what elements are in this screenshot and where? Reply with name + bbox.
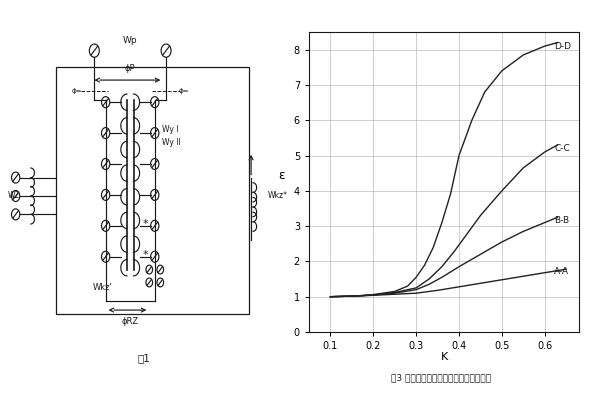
- Text: ϕRZ: ϕRZ: [122, 318, 139, 326]
- Text: *: *: [142, 219, 148, 229]
- Text: Wp: Wp: [123, 36, 137, 45]
- Text: Wy II: Wy II: [161, 138, 181, 147]
- Text: 嘹3 直流助磁特性曲线（该图仅供参考）: 嘹3 直流助磁特性曲线（该图仅供参考）: [391, 374, 491, 382]
- Bar: [56, 67, 249, 314]
- Text: Wkz': Wkz': [93, 284, 113, 292]
- Text: Wy I: Wy I: [161, 125, 178, 134]
- Text: ϕ=: ϕ=: [179, 88, 189, 94]
- Text: W2: W2: [7, 192, 20, 200]
- Y-axis label: ε: ε: [278, 169, 286, 182]
- Text: ϕP: ϕP: [125, 64, 136, 74]
- Text: Wkz*: Wkz*: [268, 192, 288, 200]
- X-axis label: K: K: [440, 352, 448, 362]
- Text: *: *: [142, 250, 148, 260]
- Text: B-B: B-B: [554, 216, 569, 225]
- Text: C-C: C-C: [554, 144, 570, 153]
- Text: D-D: D-D: [554, 42, 571, 51]
- Text: ϕ=: ϕ=: [71, 88, 82, 94]
- Text: 嘶1: 嘶1: [137, 353, 151, 363]
- Text: A-A: A-A: [554, 267, 569, 276]
